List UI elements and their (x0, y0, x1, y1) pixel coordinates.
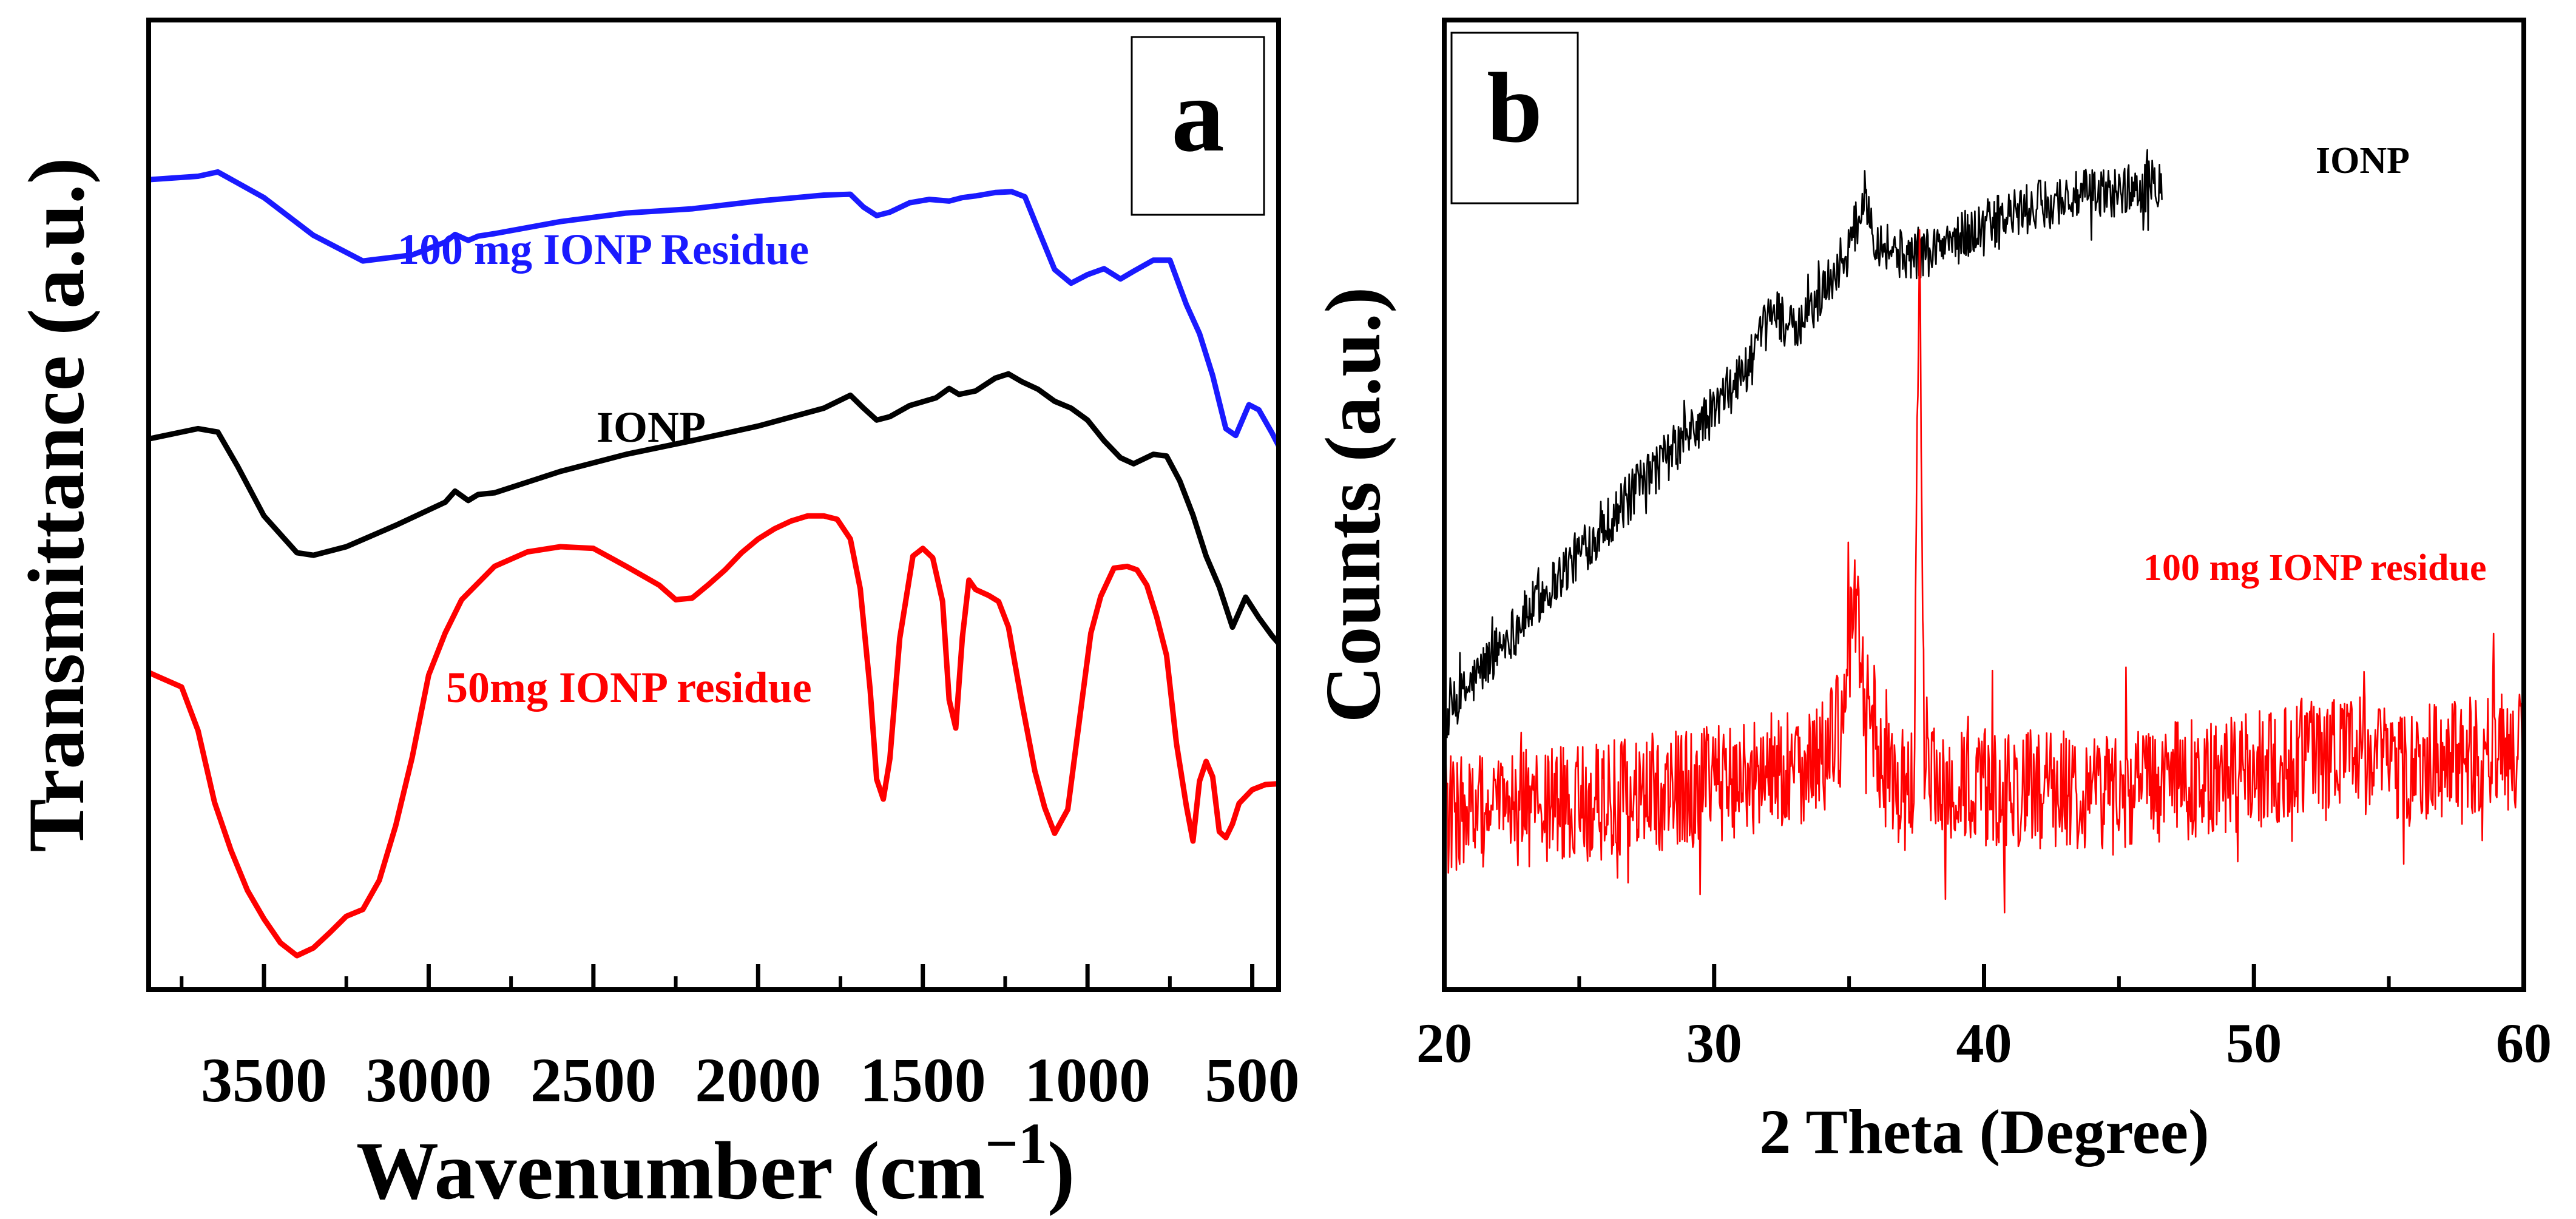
panel-b-series-ionp (1446, 149, 2163, 738)
panel-a-x-tick-label: 1500 (860, 1045, 986, 1115)
panel-a-series-50mg-ionp-residue (147, 513, 1279, 959)
panel-a-series-ionp (148, 371, 1281, 646)
panel-a-y-axis-label: Transmittance (a.u.) (12, 157, 101, 852)
panel-a-x-ticks: 3500 3000 2500 2000 1500 1000 500 (180, 964, 1300, 1115)
panel-b-annotation-ionp: IONP (2316, 140, 2410, 181)
panel-a-label: a (1171, 56, 1225, 174)
panel-b-chart: 20 30 40 50 60 b IONP 100 mg IONP residue 2 … (1310, 18, 2552, 1167)
panel-b-y-axis-label: Counts (a.u.) (1310, 287, 1397, 723)
panel-a-x-tick-label: 3000 (365, 1045, 492, 1115)
panel-b-annotation-100mg: 100 mg IONP residue (2143, 547, 2486, 589)
panel-a-x-tick-label: 2500 (530, 1045, 657, 1115)
panel-b-x-tick-label: 50 (2226, 1012, 2282, 1074)
panel-a-annotation-ionp: IONP (597, 403, 706, 451)
panel-b-x-tick-label: 20 (1416, 1012, 1472, 1074)
panel-b-label: b (1487, 52, 1543, 163)
panel-b-series-100-mg-ionp-residue (1443, 229, 2524, 914)
panel-a-x-tick-label: 500 (1205, 1045, 1300, 1115)
panel-a-label-box (1131, 36, 1265, 216)
panel-a-x-tick-label: 2000 (695, 1045, 821, 1115)
panel-a-xlabel-main: Wavenumber (cm (356, 1126, 985, 1217)
panel-a-series-100-mg-ionp-residue (148, 169, 1281, 447)
panel-a-x-tick-label: 1000 (1024, 1045, 1151, 1115)
panel-a-x-axis-label: Wavenumber (cm−1) (356, 1111, 1075, 1217)
panel-a-chart: 3500 3000 2500 2000 1500 1000 500 a 100 mg ION… (12, 18, 1300, 1217)
panel-b-x-ticks: 20 30 40 50 60 (1416, 964, 2552, 1074)
panel-a-x-tick-label: 3500 (201, 1045, 327, 1115)
panel-a-xlabel-close: ) (1047, 1126, 1075, 1217)
panel-a-xlabel-superscript: −1 (985, 1111, 1047, 1176)
panel-b-x-tick-label: 30 (1686, 1012, 1742, 1074)
panel-b-series-layer (1443, 149, 2524, 914)
panel-b-x-tick-label: 60 (2496, 1012, 2552, 1074)
panel-a-annotation-100mg: 100 mg IONP Residue (397, 225, 809, 274)
panel-b-x-axis-label: 2 Theta (Degree) (1759, 1097, 2209, 1167)
panel-b-label-box (1450, 32, 1579, 204)
panel-a-plot-frame (146, 18, 1281, 992)
panel-b-x-tick-label: 40 (1956, 1012, 2012, 1074)
panel-a-series-layer (147, 169, 1281, 959)
panel-a-annotation-50mg: 50mg IONP residue (446, 663, 812, 712)
